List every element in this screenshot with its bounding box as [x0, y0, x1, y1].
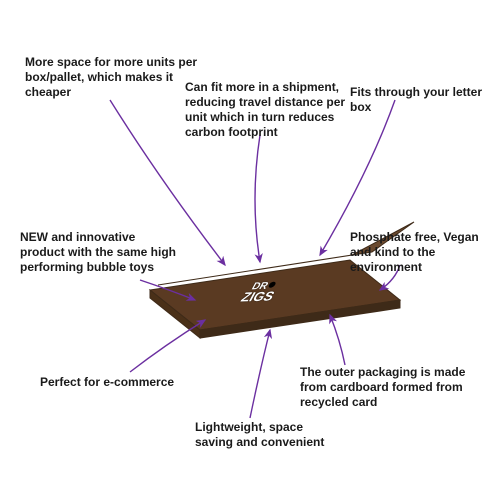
callout-arrow: [330, 315, 345, 365]
callout-letterbox: Fits through your letter box: [350, 85, 500, 115]
callout-phosphate: Phosphate free, Vegan and kind to the en…: [350, 230, 495, 275]
callout-arrow: [130, 320, 205, 372]
callout-arrow: [250, 330, 270, 418]
callout-innovative: NEW and innovative product with the same…: [20, 230, 180, 275]
callout-arrow: [255, 135, 260, 262]
callout-lightweight: Lightweight, space saving and convenient: [195, 420, 325, 450]
callout-more-space: More space for more units per box/pallet…: [25, 55, 200, 100]
infographic-canvas: DR ZIGS More space for more units per bo…: [0, 0, 500, 500]
product-logo: DR ZIGS: [239, 281, 281, 303]
callout-recycled: The outer packaging is made from cardboa…: [300, 365, 475, 410]
callout-arrow: [140, 280, 195, 300]
callout-fit-shipment: Can fit more in a shipment, reducing tra…: [185, 80, 365, 140]
callout-ecommerce: Perfect for e-commerce: [40, 375, 180, 390]
